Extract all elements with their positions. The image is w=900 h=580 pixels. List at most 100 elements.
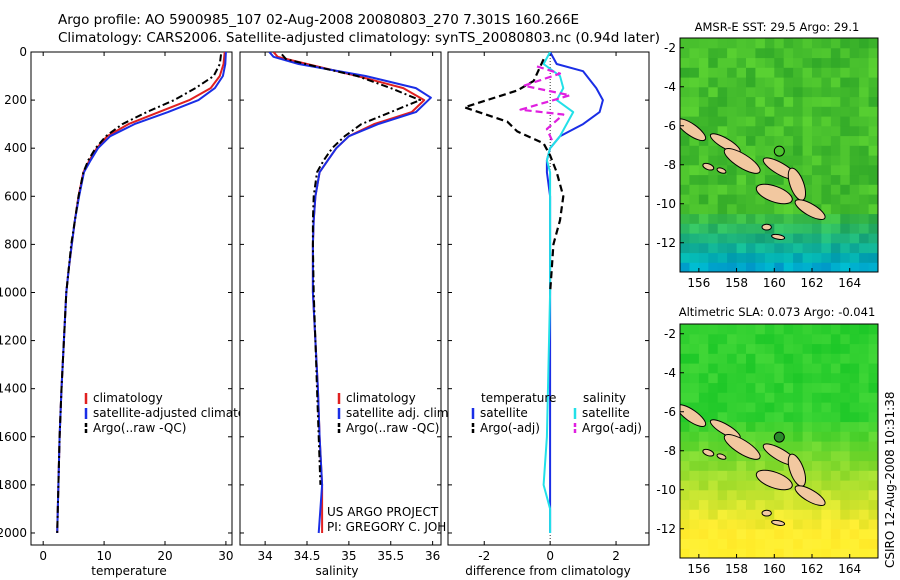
sla-map-cell [783, 353, 794, 364]
sla-map-cell [821, 450, 832, 462]
sst-map-cell [783, 86, 794, 98]
sla-map-cell [708, 353, 719, 364]
sla-map-cell [849, 470, 860, 481]
sla-map-cell [868, 353, 878, 364]
sst-map-cell [812, 116, 822, 127]
sst-map-cell [859, 125, 870, 137]
sla-map-cell [793, 548, 804, 558]
sst-map-cell [755, 96, 766, 107]
sla-map-cell [689, 548, 700, 558]
sst-map-cell [727, 233, 738, 244]
sst-map-cell [859, 38, 870, 49]
sst-map-cell [830, 116, 841, 127]
sla-map-cell [689, 333, 700, 345]
sla-map-cell [793, 421, 804, 432]
sst-map-cell [783, 96, 794, 107]
x-tick-label: -2 [478, 549, 490, 563]
sst-map-cell [802, 252, 813, 263]
sst-map-cell [859, 96, 870, 107]
sla-map-cell [746, 411, 756, 423]
sla-map-cell [755, 324, 766, 335]
sla-map-cell [859, 441, 870, 452]
sst-map-cell [736, 116, 747, 127]
sla-map-cell [736, 519, 747, 530]
sla-map-cell [849, 411, 860, 423]
sst-map-cell [727, 86, 738, 98]
sla-island [702, 448, 715, 457]
sla-map-cell [736, 402, 747, 413]
sst-map-cell [849, 47, 860, 59]
sla-map-cell [755, 392, 766, 403]
sst-map-frame [679, 37, 879, 273]
sst-map-cell [717, 174, 728, 185]
sst-map-cell [708, 125, 719, 137]
sla-map-cell [717, 460, 728, 471]
sla-map-cell [727, 460, 738, 471]
sst-map-cell [680, 145, 690, 156]
sst-map-cell [708, 242, 719, 254]
difference-axes-frame [447, 51, 650, 546]
sst-map-cell [812, 135, 822, 146]
sst-map-cell [746, 86, 756, 98]
sst-map-cell [802, 135, 813, 146]
sla-map-cell [802, 441, 813, 452]
sla-map-cell [727, 382, 738, 393]
sst-map-cell [755, 233, 766, 244]
sst-map-cell [830, 242, 841, 254]
sst-map-cell [717, 203, 728, 215]
temperature-lines [56, 52, 227, 534]
sst-map-cell [821, 86, 832, 98]
sst-map-cell [698, 125, 709, 137]
temperature-legend-label: Argo(..raw -QC) [93, 421, 186, 435]
sst-map-cell [755, 155, 766, 166]
sla-map-cell [830, 470, 841, 481]
sst-map-cell [698, 184, 709, 195]
sla-map-cell [793, 353, 804, 364]
sst-map-cell [764, 242, 775, 254]
sst-map-cell [774, 223, 785, 234]
y-tick-label: 1000 [0, 285, 27, 299]
sla-map-cell [746, 480, 756, 491]
sla-map-cell [736, 333, 747, 345]
sst-map-cell [812, 223, 822, 234]
difference-salinity-legend-label: satellite [582, 406, 630, 420]
sst-map-cell [746, 252, 756, 263]
sst-map-cell [680, 242, 690, 254]
credit-stamp: CSIRO 12-Aug-2008 10:31:38 [883, 392, 897, 568]
sla-map-cell [746, 519, 756, 530]
sst-map-cell [764, 262, 775, 272]
sla-map-cell [859, 353, 870, 364]
sst-map-cell [708, 77, 719, 88]
sla-map-cell [698, 538, 709, 549]
sla-map-cell [736, 431, 747, 442]
sst-map-cell [746, 213, 756, 224]
sst-map-cell [717, 155, 728, 166]
sst-island [716, 167, 727, 174]
sla-map-cell [764, 450, 775, 462]
sla-map-cell [840, 548, 851, 558]
sla-map-cell [821, 363, 832, 374]
sla-map-cell [755, 509, 766, 520]
sla-map-cell [783, 509, 794, 520]
sla-map-cell [812, 470, 822, 481]
sla-map-cell [764, 421, 775, 432]
sla-map-cell [830, 499, 841, 510]
sst-map-cell [821, 77, 832, 88]
salinity-legend-label: climatology [346, 391, 416, 405]
d-series-line [463, 58, 565, 293]
sla-map-cell [840, 392, 851, 403]
x-tick-label: 2 [612, 549, 620, 563]
sst-map-cell [830, 57, 841, 68]
sla-map-ytick-label: -10 [656, 483, 676, 497]
sst-map-cell [793, 203, 804, 215]
sst-map-cell [812, 184, 822, 195]
sst-map-cell [727, 125, 738, 137]
sla-map-cell [830, 519, 841, 530]
sst-map-cell [717, 106, 728, 117]
sst-map-cell [812, 86, 822, 98]
sla-map-cell [868, 441, 878, 452]
sst-map-cell [746, 135, 756, 146]
sst-map-cell [774, 38, 785, 49]
sla-map-cell [868, 489, 878, 501]
sst-map-cell [821, 203, 832, 215]
